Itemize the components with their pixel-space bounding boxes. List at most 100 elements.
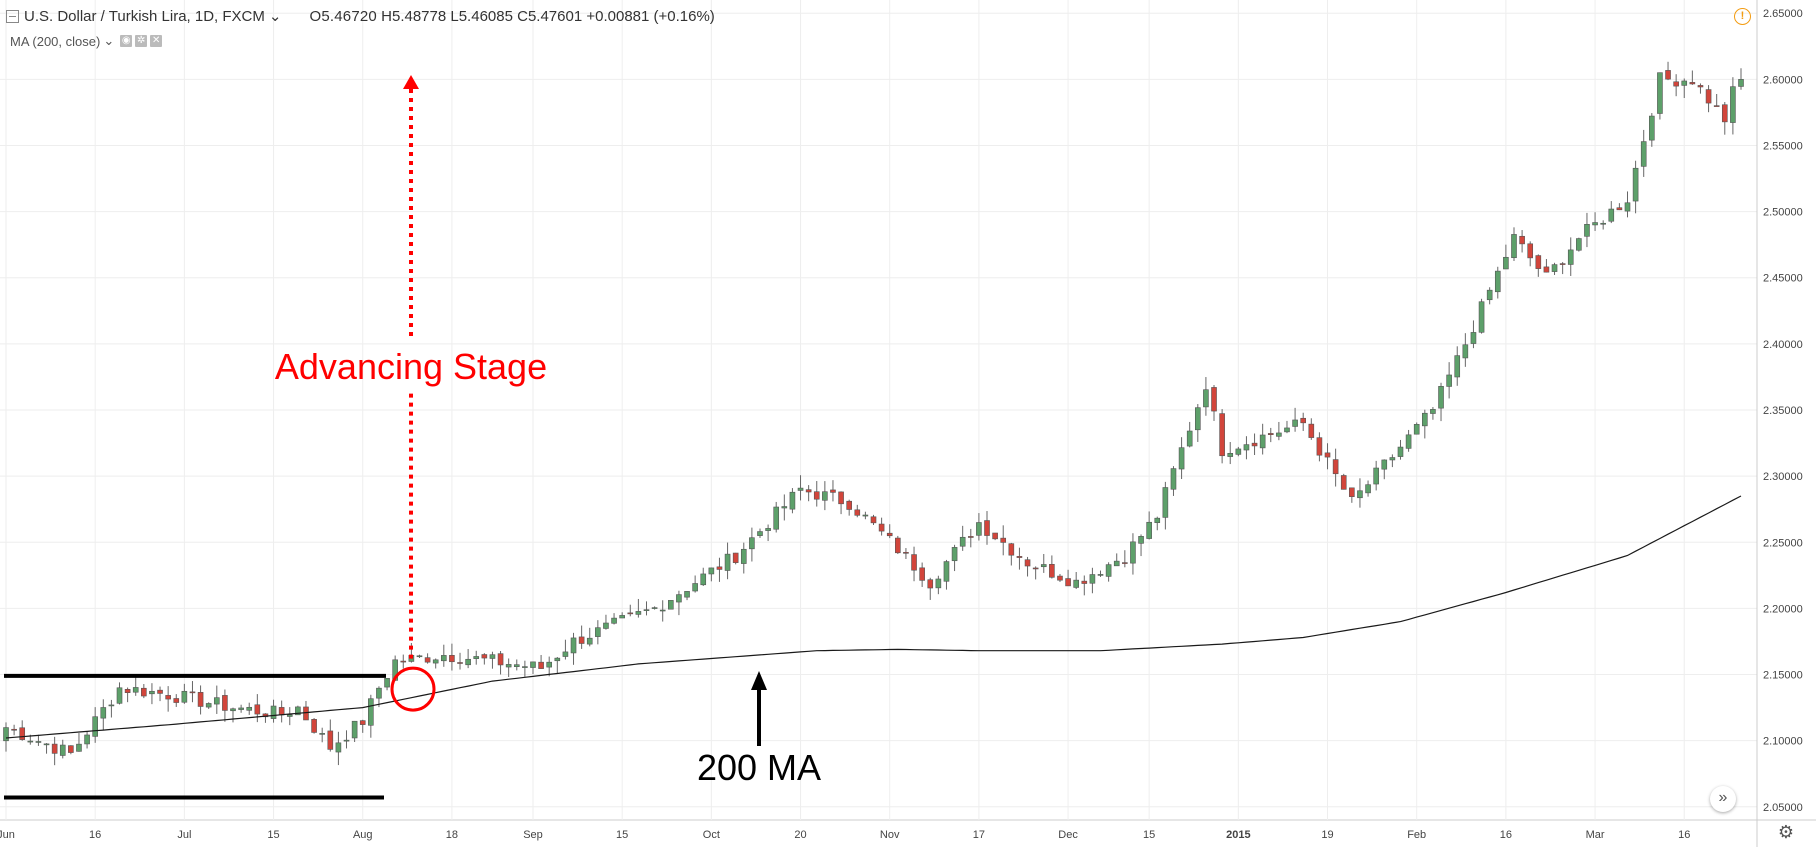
x-tick-label: Nov [880,829,900,841]
collapse-icon[interactable] [6,9,19,23]
candle-up [1397,446,1404,457]
candle-down [878,523,885,532]
eye-icon[interactable]: ◉ [120,35,133,47]
candle-up [1178,447,1185,470]
candle-up [1592,222,1598,226]
symbol-title[interactable]: U.S. Dollar / Turkish Lira, 1D, FXCM [24,7,265,25]
candle-up [1292,419,1298,427]
candle-up [1430,409,1436,414]
candle-down [1251,442,1258,447]
x-tick-label: 16 [1500,829,1512,841]
ohlc-change: +0.00881 (+0.16%) [586,7,715,25]
candle-up [1130,541,1136,564]
candle-down [967,536,974,538]
candle-down [578,636,585,644]
candle-up [246,706,253,711]
x-tick-label: Aug [353,829,373,841]
candle-down [189,691,196,694]
candle-up [1738,79,1744,87]
candle-up [376,687,382,699]
gear-icon[interactable]: ✲ [135,35,148,47]
candle-down [359,720,366,725]
candle-down [457,662,463,664]
candle-up [951,547,958,562]
candle-down [1049,563,1055,578]
chevron-down-icon[interactable]: ⌄ [268,8,282,25]
candle-down [886,532,893,537]
x-tick-label: 20 [794,829,806,841]
candle-down [1308,423,1315,438]
candle-down [1122,562,1128,564]
candle-down [222,695,228,711]
candle-down [311,719,317,733]
candle-down [895,537,901,554]
candle-down [984,520,990,536]
candle-down [157,689,163,694]
candle-up [286,714,293,717]
candle-down [1219,413,1225,457]
chart-header: U.S. Dollar / Turkish Lira, 1D, FXCM ⌄ O… [6,7,715,25]
candle-up [1478,301,1485,333]
x-tick-label: 18 [446,829,458,841]
candle-up [351,720,358,739]
candle-down [51,743,58,754]
candle-down [1032,567,1039,570]
y-tick-label: 2.20000 [1763,603,1803,615]
candle-up [1284,427,1290,433]
candle-up [335,742,342,753]
candle-up [570,637,577,654]
candle-up [238,707,244,710]
candle-down [919,567,925,581]
candle-down [1705,89,1712,104]
candle-up [489,654,496,659]
candle-up [935,578,942,589]
candle-up [513,664,520,667]
chevron-down-icon[interactable]: ⌄ [103,33,115,48]
x-tick-label: Oct [703,829,720,841]
candle-down [197,692,204,707]
candle-down [1316,437,1323,456]
candle-up [1259,434,1266,449]
candle-down [1081,580,1088,584]
candle-up [213,697,220,705]
indicator-label[interactable]: MA (200, close) [10,33,101,49]
close-icon[interactable]: ✕ [150,35,163,47]
x-tick-label: 16 [1678,829,1690,841]
candle-down [992,532,998,540]
candle-up [43,743,50,746]
candle-down [1527,243,1534,259]
ohlc-low: L5.46085 [450,7,513,25]
candle-up [416,655,423,658]
candle-up [1608,208,1615,222]
x-tick-label: Mar [1586,829,1605,841]
x-tick-label: 16 [89,829,101,841]
scroll-to-realtime-icon[interactable]: » [1710,786,1736,812]
candle-up [619,615,625,619]
candle-down [538,661,544,669]
candle-up [635,611,642,615]
candle-down [165,695,171,700]
warning-icon[interactable]: ! [1734,8,1751,25]
candle-up [1227,453,1234,457]
candle-down [141,687,147,697]
candle-up [368,698,374,726]
candle-up [1730,86,1736,123]
candle-down [927,579,934,589]
candle-up [692,583,698,592]
candle-up [1649,115,1655,141]
candle-down [278,707,285,716]
candle-up [1138,536,1144,544]
y-tick-label: 2.50000 [1763,207,1803,219]
candle-down [903,552,909,554]
settings-gear-icon[interactable]: ⚙ [1777,822,1795,842]
candle-up [1381,459,1388,470]
candle-down [400,660,407,663]
y-tick-label: 2.25000 [1763,537,1803,549]
candle-up [1089,574,1096,584]
candle-down [911,554,917,571]
candle-up [1486,289,1493,301]
candle-up [749,537,755,550]
candle-up [230,708,236,712]
ohlc-open: O5.46720 [309,7,377,25]
